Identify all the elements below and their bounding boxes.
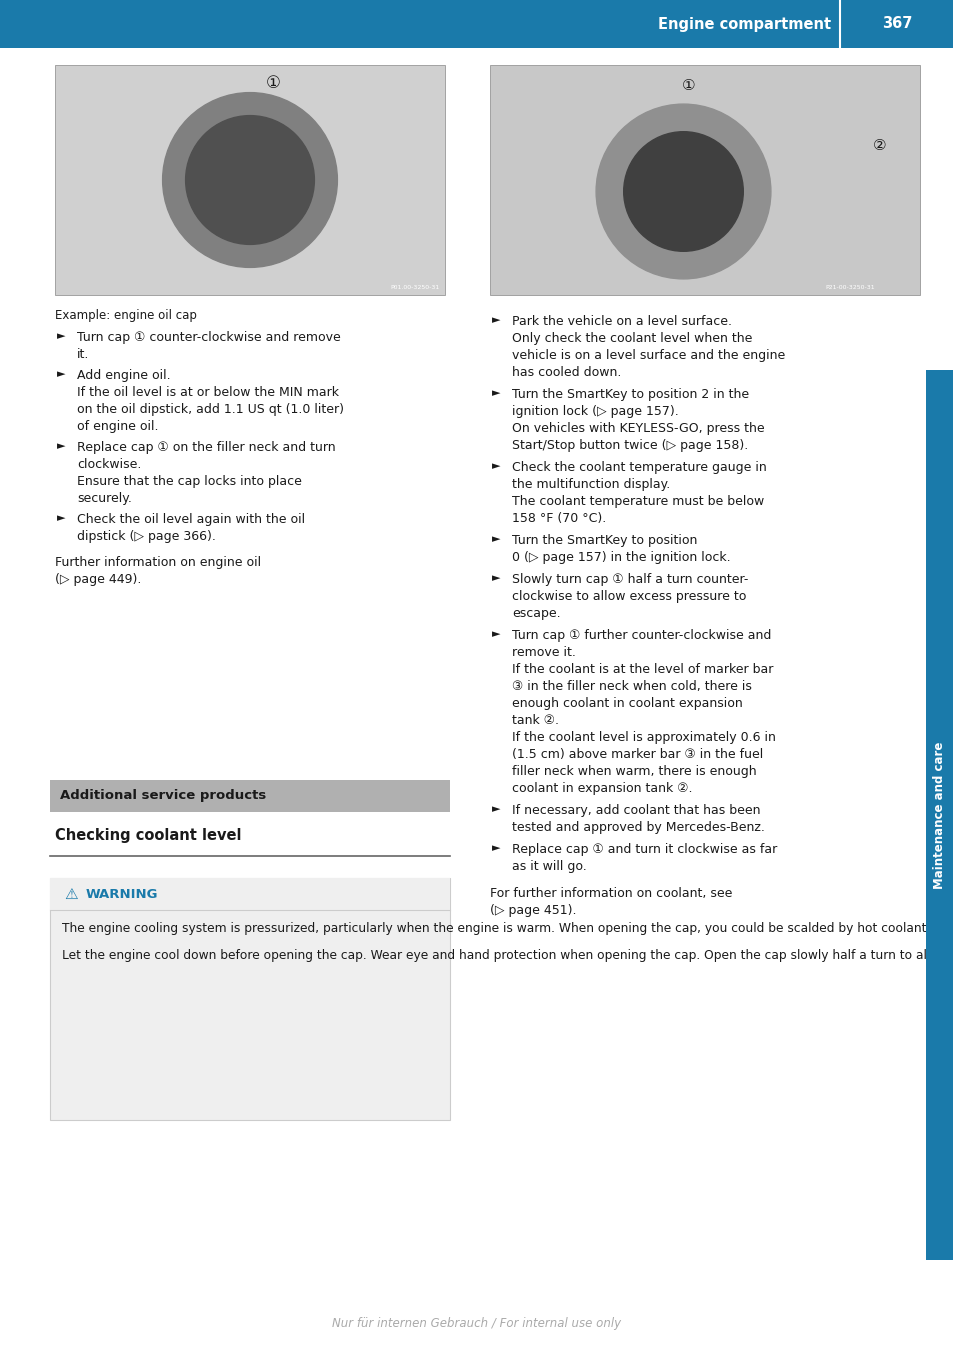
- Text: ②: ②: [872, 138, 886, 153]
- Text: For further information on coolant, see: For further information on coolant, see: [490, 887, 732, 900]
- Text: (1.5 cm) above marker bar ③ in the fuel: (1.5 cm) above marker bar ③ in the fuel: [512, 747, 762, 761]
- Text: P21-00-3250-31: P21-00-3250-31: [824, 284, 874, 290]
- Text: ►: ►: [57, 513, 66, 523]
- Circle shape: [623, 131, 742, 252]
- Text: Replace cap ① on the filler neck and turn: Replace cap ① on the filler neck and tur…: [77, 441, 335, 454]
- Text: ►: ►: [57, 330, 66, 341]
- Text: Engine compartment: Engine compartment: [658, 16, 831, 31]
- Bar: [55, 65, 444, 295]
- Circle shape: [596, 104, 770, 279]
- Text: the multifunction display.: the multifunction display.: [512, 478, 670, 492]
- Text: Add engine oil.: Add engine oil.: [77, 370, 171, 382]
- Text: Check the oil level again with the oil: Check the oil level again with the oil: [77, 513, 305, 525]
- Text: filler neck when warm, there is enough: filler neck when warm, there is enough: [512, 765, 756, 779]
- Text: Slowly turn cap ① half a turn counter-: Slowly turn cap ① half a turn counter-: [512, 573, 747, 586]
- Text: 0 (▷ page 157) in the ignition lock.: 0 (▷ page 157) in the ignition lock.: [512, 551, 730, 565]
- Text: clockwise to allow excess pressure to: clockwise to allow excess pressure to: [512, 590, 745, 603]
- Text: ►: ►: [492, 804, 500, 814]
- Text: it.: it.: [77, 348, 90, 362]
- Text: If the oil level is at or below the MIN mark: If the oil level is at or below the MIN …: [77, 386, 338, 399]
- Text: ►: ►: [492, 460, 500, 471]
- Text: ③ in the filler neck when cold, there is: ③ in the filler neck when cold, there is: [512, 680, 751, 693]
- Text: dipstick (▷ page 366).: dipstick (▷ page 366).: [77, 529, 215, 543]
- Text: coolant in expansion tank ②.: coolant in expansion tank ②.: [512, 783, 692, 795]
- Bar: [50, 780, 450, 812]
- Text: P01.00-3250-31: P01.00-3250-31: [391, 284, 439, 290]
- Text: Only check the coolant level when the: Only check the coolant level when the: [512, 332, 752, 345]
- Text: on the oil dipstick, add 1.1 US qt (1.0 liter): on the oil dipstick, add 1.1 US qt (1.0 …: [77, 403, 344, 416]
- Text: Maintenance and care: Maintenance and care: [933, 741, 945, 888]
- Text: has cooled down.: has cooled down.: [512, 366, 620, 379]
- Circle shape: [162, 92, 337, 267]
- Text: Start/Stop button twice (▷ page 158).: Start/Stop button twice (▷ page 158).: [512, 439, 747, 452]
- Text: as it will go.: as it will go.: [512, 860, 586, 873]
- Text: Replace cap ① and turn it clockwise as far: Replace cap ① and turn it clockwise as f…: [512, 844, 777, 856]
- Text: tested and approved by Mercedes-Benz.: tested and approved by Mercedes-Benz.: [512, 821, 764, 834]
- Text: securely.: securely.: [77, 492, 132, 505]
- Text: The engine cooling system is pressurized, particularly when the engine is warm. : The engine cooling system is pressurized…: [62, 922, 953, 936]
- Text: Nur für internen Gebrauch / For internal use only: Nur für internen Gebrauch / For internal…: [332, 1317, 621, 1331]
- Bar: [925, 370, 953, 1261]
- Text: If the coolant level is approximately 0.6 in: If the coolant level is approximately 0.…: [512, 731, 775, 743]
- Text: Checking coolant level: Checking coolant level: [55, 829, 241, 844]
- Text: Turn cap ① further counter-clockwise and: Turn cap ① further counter-clockwise and: [512, 630, 771, 642]
- Text: enough coolant in coolant expansion: enough coolant in coolant expansion: [512, 697, 742, 709]
- Text: remove it.: remove it.: [512, 646, 576, 659]
- Bar: [50, 877, 450, 1120]
- Text: Additional service products: Additional service products: [60, 789, 266, 803]
- Text: of engine oil.: of engine oil.: [77, 420, 158, 433]
- Text: Turn the SmartKey to position: Turn the SmartKey to position: [512, 533, 697, 547]
- Text: Ensure that the cap locks into place: Ensure that the cap locks into place: [77, 475, 301, 487]
- Text: Further information on engine oil: Further information on engine oil: [55, 556, 261, 569]
- Text: On vehicles with KEYLESS-GO, press the: On vehicles with KEYLESS-GO, press the: [512, 422, 763, 435]
- Text: Check the coolant temperature gauge in: Check the coolant temperature gauge in: [512, 460, 766, 474]
- Text: ①: ①: [681, 77, 695, 92]
- Text: If necessary, add coolant that has been: If necessary, add coolant that has been: [512, 804, 760, 816]
- Text: 367: 367: [881, 16, 911, 31]
- Bar: [50, 877, 450, 910]
- Text: ⚠: ⚠: [64, 887, 77, 902]
- Text: ►: ►: [492, 630, 500, 639]
- Text: Turn cap ① counter-clockwise and remove: Turn cap ① counter-clockwise and remove: [77, 330, 340, 344]
- Text: ►: ►: [492, 844, 500, 853]
- Text: ►: ►: [492, 389, 500, 398]
- Text: tank ②.: tank ②.: [512, 714, 558, 727]
- Bar: [490, 65, 919, 295]
- Text: (▷ page 451).: (▷ page 451).: [490, 904, 576, 917]
- Text: WARNING: WARNING: [86, 887, 158, 900]
- Text: The coolant temperature must be below: The coolant temperature must be below: [512, 496, 763, 508]
- Text: ►: ►: [492, 315, 500, 325]
- Text: clockwise.: clockwise.: [77, 458, 141, 471]
- Text: vehicle is on a level surface and the engine: vehicle is on a level surface and the en…: [512, 349, 784, 362]
- Text: If the coolant is at the level of marker bar: If the coolant is at the level of marker…: [512, 663, 773, 676]
- Circle shape: [186, 115, 314, 245]
- Text: ►: ►: [57, 441, 66, 451]
- Text: Let the engine cool down before opening the cap. Wear eye and hand protection wh: Let the engine cool down before opening …: [62, 949, 953, 963]
- Text: escape.: escape.: [512, 607, 560, 620]
- Text: ►: ►: [492, 533, 500, 544]
- Text: Example: engine oil cap: Example: engine oil cap: [55, 309, 196, 322]
- Text: (▷ page 449).: (▷ page 449).: [55, 573, 141, 586]
- Text: 158 °F (70 °C).: 158 °F (70 °C).: [512, 512, 605, 525]
- Text: Turn the SmartKey to position 2 in the: Turn the SmartKey to position 2 in the: [512, 389, 748, 401]
- Text: ►: ►: [57, 370, 66, 379]
- Text: Park the vehicle on a level surface.: Park the vehicle on a level surface.: [512, 315, 731, 328]
- Bar: [0, 0, 953, 47]
- Text: ①: ①: [265, 74, 280, 92]
- Text: ignition lock (▷ page 157).: ignition lock (▷ page 157).: [512, 405, 678, 418]
- Text: ►: ►: [492, 573, 500, 584]
